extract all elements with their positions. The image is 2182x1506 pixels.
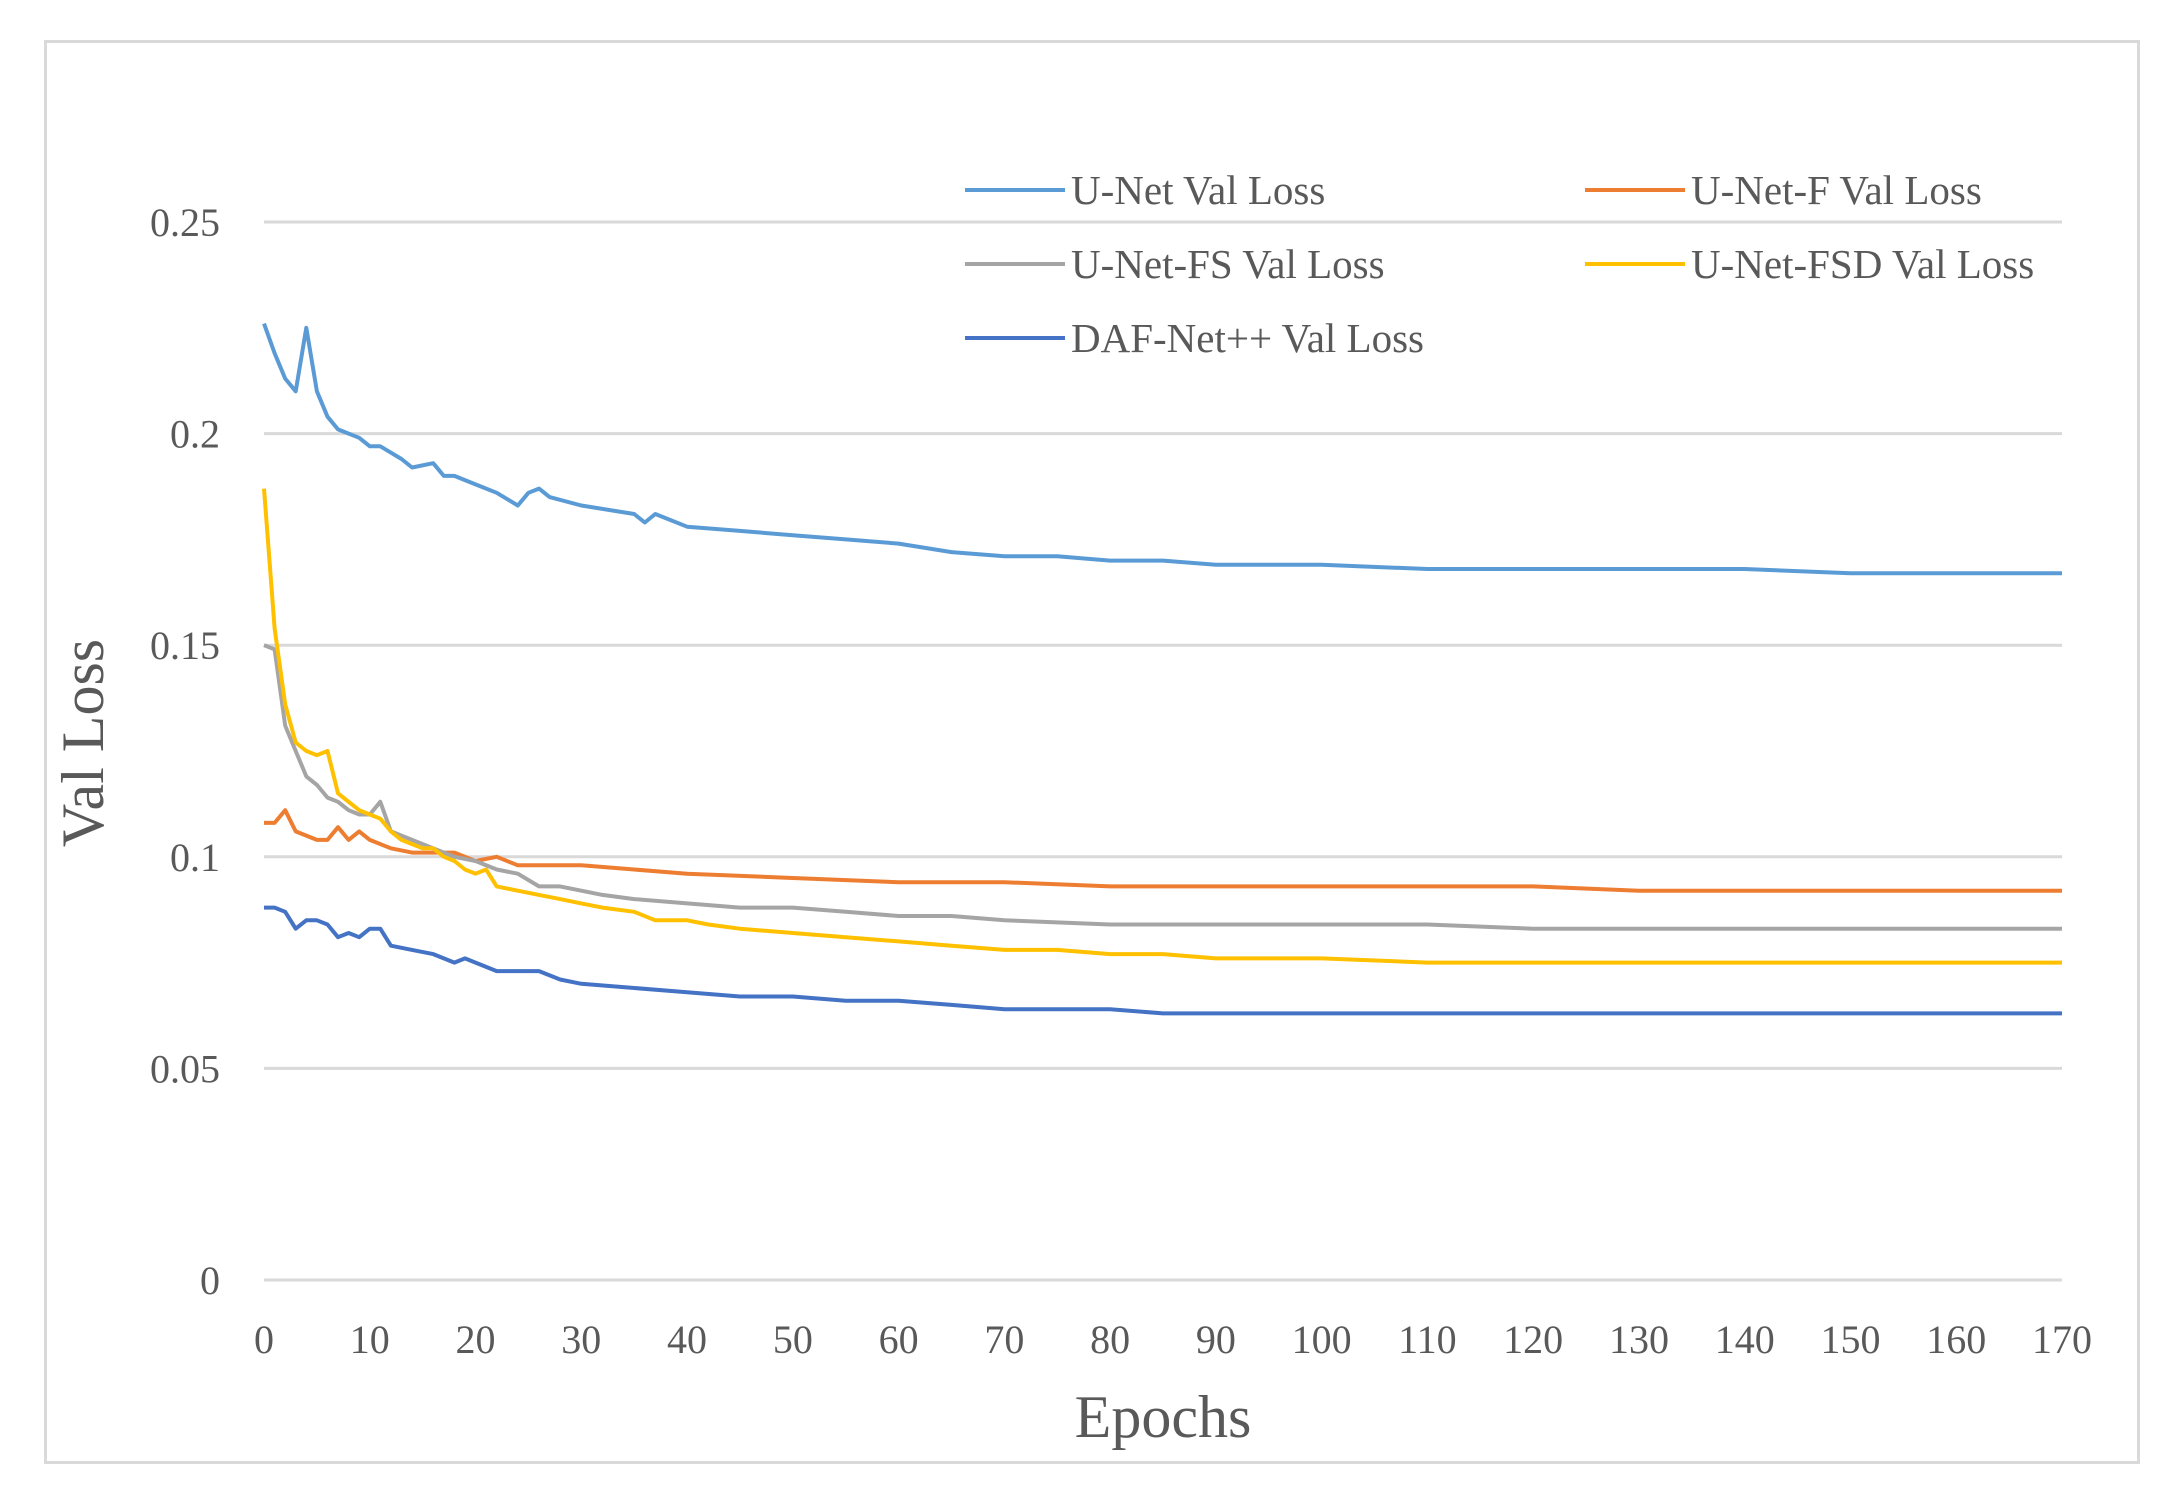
x-tick-label: 140 [1715,1317,1775,1362]
legend-label: U-Net-FSD Val Loss [1691,241,2034,287]
chart-frame [44,40,2140,1464]
y-tick-label: 0.05 [150,1046,220,1091]
x-tick-label: 120 [1503,1317,1563,1362]
x-tick-label: 50 [773,1317,813,1362]
y-tick-label: 0.1 [170,835,220,880]
x-tick-label: 60 [879,1317,919,1362]
x-tick-label: 70 [984,1317,1024,1362]
y-tick-label: 0.25 [150,200,220,245]
grid-lines [264,220,2062,1282]
x-tick-label: 30 [561,1317,601,1362]
x-tick-label: 90 [1196,1317,1236,1362]
x-tick-label: 170 [2032,1317,2092,1362]
legend-label: U-Net-F Val Loss [1691,167,1982,213]
x-tick-label: 10 [350,1317,390,1362]
x-tick-label: 160 [1926,1317,1986,1362]
series-line-1 [262,322,2062,576]
series-line-3 [263,643,2062,931]
x-tick-label: 20 [456,1317,496,1362]
x-tick-label: 40 [667,1317,707,1362]
legend-label: U-Net-FS Val Loss [1071,241,1385,287]
series-line-2 [264,808,2062,893]
y-tick-label: 0.15 [150,623,220,668]
legend-label: DAF-Net++ Val Loss [1071,315,1424,361]
x-tick-labels: 0 10 20 30 40 50 60 70 80 90 100 110 120 130 140 150 160… [254,1317,2092,1362]
x-tick-label: 0 [254,1317,274,1362]
x-tick-label: 80 [1090,1317,1130,1362]
y-tick-labels: 0 0.05 0.1 0.15 0.2 0.25 [150,200,220,1303]
x-tick-label: 150 [1820,1317,1880,1362]
x-tick-label: 130 [1609,1317,1669,1362]
legend: U-Net Val Loss U-Net-F Val Loss U-Net-FS V… [965,167,2034,361]
x-axis-title: Epochs [1075,1384,1252,1450]
y-tick-label: 0 [200,1258,220,1303]
y-axis-title: Val Loss [50,639,116,847]
series-line-4 [262,488,2062,965]
y-tick-label: 0.2 [170,412,220,457]
x-tick-label: 100 [1292,1317,1352,1362]
legend-label: U-Net Val Loss [1071,167,1325,213]
series-line-5 [264,905,2062,1016]
x-tick-label: 110 [1398,1317,1457,1362]
series-lines [262,322,2062,1016]
